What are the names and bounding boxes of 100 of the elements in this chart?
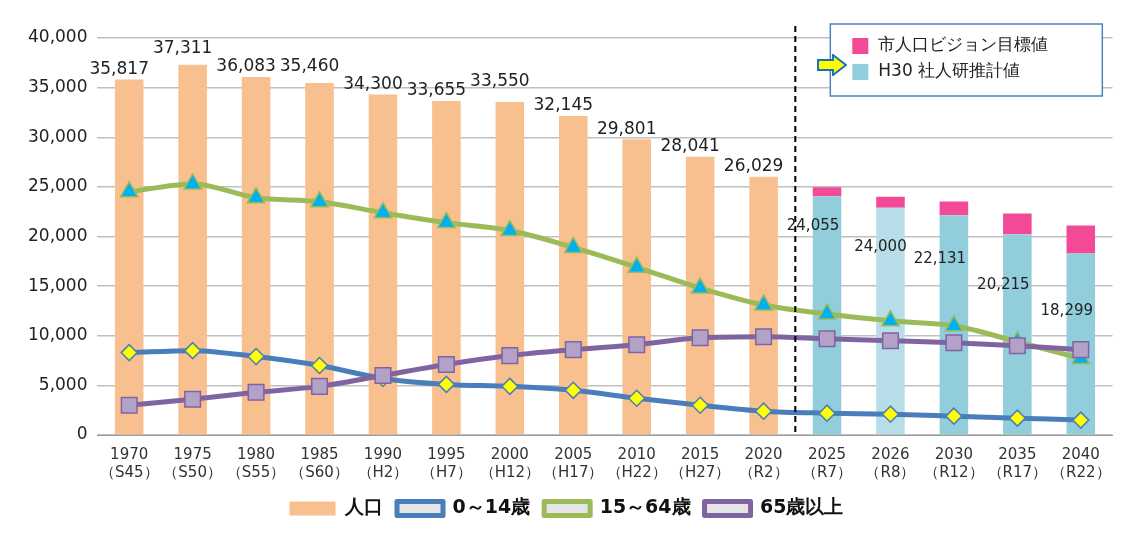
data-label: 35,817 <box>89 57 149 78</box>
x-tick-label: 2000（H12） <box>479 444 541 481</box>
bar <box>241 76 271 435</box>
point <box>627 389 646 408</box>
bar <box>812 187 842 197</box>
point <box>1008 409 1027 427</box>
y-tick-label: 35,000 <box>28 76 88 97</box>
data-label: 35,460 <box>279 55 340 76</box>
y-tick-label: 30,000 <box>28 125 88 146</box>
legend-label: 15～64歳 <box>599 495 691 518</box>
data-label: 22,131 <box>913 249 967 268</box>
y-tick-label: 5,000 <box>38 373 88 394</box>
point <box>564 381 583 400</box>
point <box>246 187 266 204</box>
bar <box>432 100 461 435</box>
point <box>120 396 138 414</box>
point <box>373 201 393 219</box>
data-label: 20,215 <box>977 275 1030 294</box>
x-tick-label: 1970（S45） <box>99 444 159 481</box>
data-label: 33,550 <box>470 70 530 91</box>
point <box>184 390 202 408</box>
legend-label: H30 社人研推計値 <box>878 60 1021 81</box>
x-tick-label: 2020（R2） <box>738 444 789 481</box>
annotation: 24,000 <box>854 236 907 255</box>
legend-label: 市人口ビジョン目標値 <box>878 34 1049 55</box>
point <box>627 256 647 274</box>
point <box>310 377 329 395</box>
point <box>501 377 519 396</box>
y-tick-label: 40,000 <box>28 26 88 47</box>
point <box>881 405 900 423</box>
point <box>437 356 455 374</box>
legend-label: 0～14歳 <box>452 495 531 518</box>
point <box>119 181 139 198</box>
point <box>563 236 583 254</box>
point <box>183 173 203 190</box>
point <box>691 329 709 347</box>
point <box>1008 337 1026 355</box>
x-tick-label: 1995（H7） <box>420 444 472 481</box>
bar <box>622 139 651 435</box>
point <box>310 356 329 375</box>
y-tick-label: 25,000 <box>28 175 88 196</box>
x-tick-label: 2040（R22） <box>1051 444 1111 481</box>
point <box>818 404 836 422</box>
point <box>944 315 964 332</box>
x-tick-label: 1980（S55） <box>226 444 286 481</box>
y-tick-label: 15,000 <box>28 274 88 295</box>
data-label: 29,801 <box>596 117 657 138</box>
point <box>818 330 836 348</box>
point <box>500 219 520 237</box>
point <box>310 191 329 208</box>
point <box>437 375 456 394</box>
point <box>1072 411 1090 429</box>
point <box>564 341 582 359</box>
point <box>691 396 709 414</box>
data-label: 33,655 <box>406 79 467 100</box>
point <box>183 341 202 360</box>
bar <box>1066 225 1096 254</box>
bar <box>368 94 398 435</box>
point <box>817 303 837 320</box>
point <box>754 294 773 311</box>
data-label: 34,300 <box>343 72 403 93</box>
legend-label: 人口 <box>344 495 384 518</box>
data-label: 28,041 <box>660 135 720 156</box>
point <box>247 347 265 366</box>
point <box>501 347 519 365</box>
point <box>120 343 138 362</box>
point <box>945 334 963 352</box>
bar <box>1003 213 1032 235</box>
bar <box>939 201 969 216</box>
point <box>945 407 963 425</box>
x-tick-label: 2015（H27） <box>669 444 731 481</box>
legend-label: 65歳以上 <box>760 495 844 518</box>
point <box>690 277 710 294</box>
y-tick-label: 10,000 <box>28 324 88 345</box>
data-label: 32,145 <box>533 94 594 115</box>
y-tick-label: 0 <box>76 423 88 444</box>
x-tick-label: 1975（S50） <box>163 444 222 481</box>
bar <box>114 79 144 435</box>
point <box>881 332 899 350</box>
y-tick-label: 20,000 <box>28 224 88 245</box>
x-tick-label: 2025（R7） <box>802 444 853 481</box>
bar <box>876 196 905 208</box>
x-tick-label: 2026（R8） <box>865 444 916 481</box>
x-tick-label: 1985（S60） <box>290 444 349 481</box>
bar <box>559 115 588 435</box>
point <box>436 211 456 229</box>
bar <box>305 83 334 435</box>
data-label: 36,083 <box>216 55 276 76</box>
point <box>754 402 773 420</box>
point <box>374 366 392 384</box>
data-label: 18,299 <box>1040 301 1094 320</box>
data-label: 37,311 <box>152 37 213 58</box>
point <box>247 383 265 401</box>
bar <box>178 64 207 435</box>
x-tick-label: 1990（H2） <box>357 444 409 481</box>
point <box>1072 341 1090 359</box>
x-tick-label: 2035（R17） <box>987 444 1048 481</box>
x-tick-label: 2010（H22） <box>606 444 667 481</box>
point <box>755 328 773 346</box>
data-label: 26,029 <box>723 155 784 176</box>
